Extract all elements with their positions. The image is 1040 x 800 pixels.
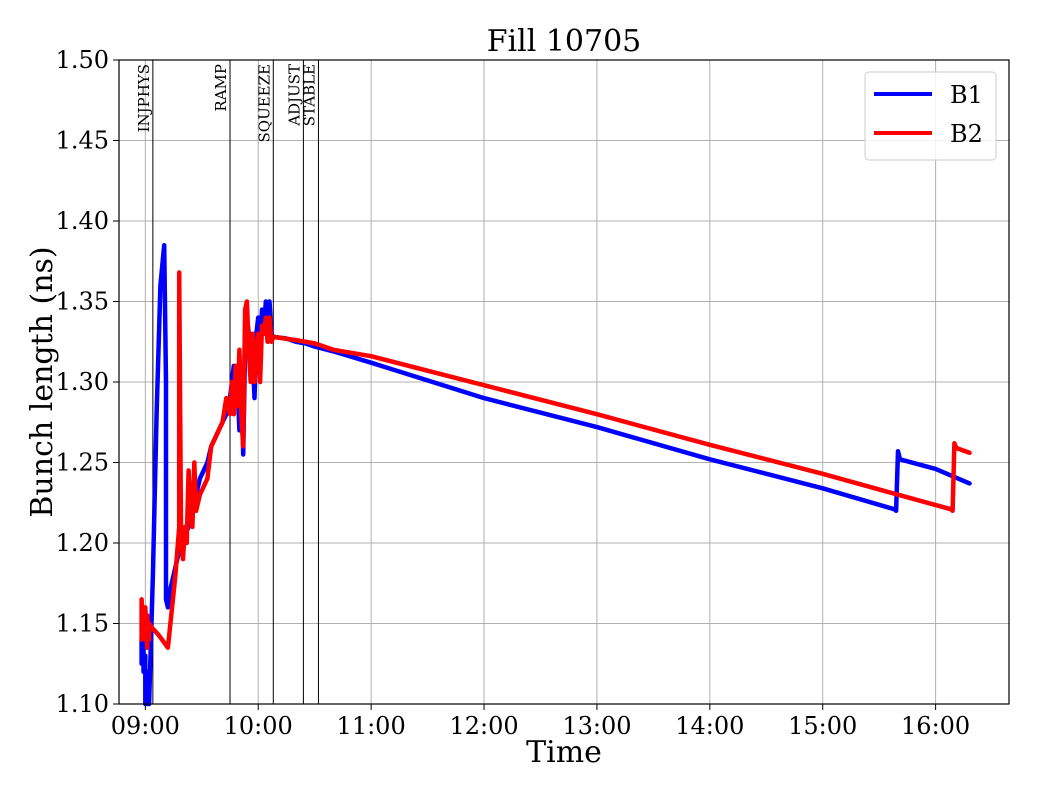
x-tick-label: 09:00 <box>111 712 180 740</box>
y-tick-label: 1.40 <box>56 207 109 235</box>
axis-ticks: 09:00 10:00 11:00 12:00 13:00 14:00 15:00 16:00… <box>56 46 971 740</box>
y-tick-label: 1.35 <box>56 288 109 316</box>
legend-label-b2: B2 <box>950 120 983 148</box>
x-axis-label: Time <box>526 735 602 770</box>
x-tick-label: 10:00 <box>224 712 293 740</box>
phase-label-stable: STABLE <box>300 64 318 126</box>
y-tick-label: 1.15 <box>56 610 109 638</box>
y-tick-label: 1.20 <box>56 529 109 557</box>
legend: B1 B2 <box>864 71 997 161</box>
x-tick-label: 11:00 <box>337 712 406 740</box>
phase-label-ramp: RAMP <box>212 64 230 112</box>
x-tick-label: 14:00 <box>675 712 744 740</box>
x-tick-label: 16:00 <box>901 712 970 740</box>
y-tick-label: 1.50 <box>56 46 109 74</box>
phase-label-squeeze: SQUEEZE <box>255 64 273 143</box>
series-line-b2 <box>139 270 972 650</box>
phase-label-injphys: INJPHYS <box>135 64 153 132</box>
y-tick-label: 1.25 <box>56 449 109 477</box>
y-tick-label: 1.45 <box>56 127 109 155</box>
series-lines <box>139 242 972 707</box>
chart-title: Fill 10705 <box>487 24 642 59</box>
y-tick-label: 1.10 <box>56 690 109 718</box>
phase-label-adjust: ADJUST <box>285 64 303 127</box>
legend-label-b1: B1 <box>950 81 983 109</box>
series-line-b1 <box>139 242 972 707</box>
x-tick-label: 13:00 <box>562 712 631 740</box>
y-axis-label: Bunch length (ns) <box>25 246 60 517</box>
x-tick-label: 12:00 <box>449 712 518 740</box>
y-tick-label: 1.30 <box>56 368 109 396</box>
x-tick-label: 15:00 <box>788 712 857 740</box>
